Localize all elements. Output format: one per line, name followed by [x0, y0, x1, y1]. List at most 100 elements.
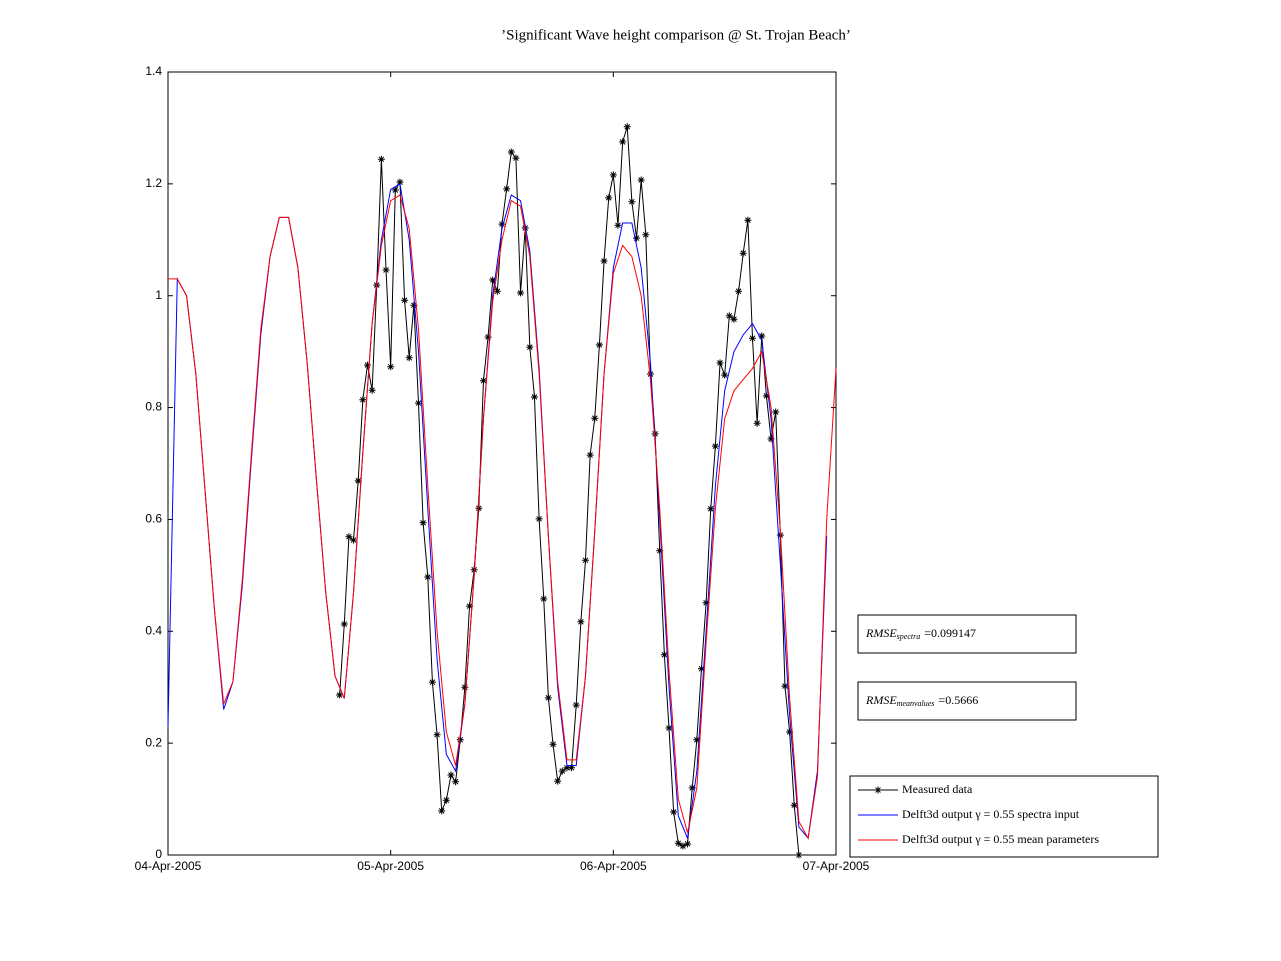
annotation-text: RMSEmeanvalues =0.5666: [865, 693, 978, 708]
data-point: [711, 442, 719, 450]
chart-title: ’Significant Wave height comparison @ St…: [501, 27, 851, 43]
series-line: [168, 194, 837, 840]
data-point: [438, 807, 446, 815]
annotation-box: [857, 681, 1077, 721]
data-point: [345, 533, 353, 541]
data-point: [633, 234, 641, 242]
data-point: [595, 341, 603, 349]
data-point: [475, 504, 483, 512]
data-point: [382, 266, 390, 274]
data-point: [563, 764, 571, 772]
data-point: [484, 333, 492, 341]
data-point: [447, 771, 455, 779]
data-point: [772, 408, 780, 416]
data-point: [363, 361, 371, 369]
data-point: [568, 764, 576, 772]
data-point: [359, 396, 367, 404]
annotation-text: RMSEspectra =0.099147: [865, 626, 976, 641]
data-point: [554, 777, 562, 785]
data-point: [572, 701, 580, 709]
y-tick-label: 1: [155, 288, 162, 302]
plot-box: [167, 71, 837, 856]
data-point: [600, 257, 608, 265]
data-point: [479, 377, 487, 385]
data-point: [605, 194, 613, 202]
data-point: [507, 148, 515, 156]
legend-label: Measured data: [902, 782, 973, 796]
data-point: [512, 154, 520, 162]
annotation-symbol: RMSE: [865, 626, 897, 640]
data-point: [503, 185, 511, 193]
legend-label: Delft3d output γ = 0.55 spectra input: [902, 807, 1080, 821]
data-point: [656, 547, 664, 555]
data-point: [387, 363, 395, 371]
data-point: [433, 731, 441, 739]
data-point: [646, 370, 654, 378]
data-point: [767, 435, 775, 443]
data-point: [665, 724, 673, 732]
data-point: [725, 312, 733, 320]
data-point: [340, 620, 348, 628]
data-point: [544, 694, 552, 702]
data-point: [758, 332, 766, 340]
annotation-value: =0.5666: [938, 693, 978, 707]
data-point: [795, 851, 803, 859]
data-point: [558, 767, 566, 775]
data-point: [419, 519, 427, 527]
data-point: [549, 740, 557, 748]
data-point: [391, 186, 399, 194]
data-point: [623, 123, 631, 131]
data-point: [693, 736, 701, 744]
y-tick-label: 0.6: [145, 512, 162, 526]
data-point: [410, 301, 418, 309]
x-tick-label: 04-Apr-2005: [135, 859, 202, 873]
data-point: [628, 198, 636, 206]
data-point: [739, 249, 747, 257]
data-point: [424, 573, 432, 581]
y-tick-label: 1.4: [145, 64, 162, 78]
data-point: [660, 651, 668, 659]
data-point: [749, 334, 756, 342]
x-tick-label: 07-Apr-2005: [803, 859, 870, 873]
data-point: [350, 536, 358, 544]
data-point: [716, 359, 724, 367]
data-point: [674, 839, 682, 847]
data-point: [781, 682, 789, 690]
data-point: [753, 419, 761, 427]
x-tick-label: 05-Apr-2005: [357, 859, 424, 873]
data-point: [762, 392, 770, 400]
data-point: [688, 784, 696, 792]
data-point: [354, 477, 362, 485]
y-tick-label: 0.4: [145, 623, 162, 637]
data-point: [684, 840, 692, 848]
data-point: [619, 138, 627, 146]
data-point: [415, 399, 422, 407]
annotation-subscript: meanvalues: [897, 699, 935, 708]
data-point: [498, 220, 506, 228]
data-point: [642, 231, 650, 239]
data-point: [697, 665, 705, 673]
data-point: [609, 171, 617, 179]
data-point: [405, 354, 413, 362]
annotation-box: [857, 614, 1077, 654]
y-tick-label: 0: [155, 847, 162, 861]
data-point: [377, 155, 385, 163]
annotation-symbol: RMSE: [865, 693, 897, 707]
data-point: [591, 414, 599, 422]
data-point: [614, 221, 622, 229]
annotation-value: =0.099147: [924, 626, 976, 640]
data-point: [396, 178, 404, 186]
data-point: [637, 176, 645, 184]
annotation-subscript: spectra: [897, 632, 921, 641]
y-tick-label: 0.2: [145, 735, 162, 749]
data-point: [336, 691, 344, 699]
data-point: [442, 796, 450, 804]
legend-label: Delft3d output γ = 0.55 mean parameters: [902, 832, 1099, 846]
data-point: [526, 343, 534, 351]
data-point: [493, 287, 501, 295]
data-point: [702, 599, 710, 607]
data-point: [744, 216, 752, 224]
data-point: [586, 451, 594, 459]
